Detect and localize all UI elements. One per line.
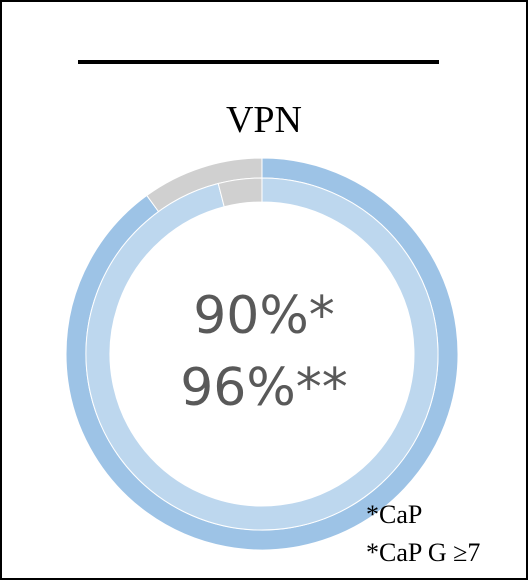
ring-2-slice-2	[217, 177, 263, 208]
chart-title: VPN	[225, 99, 303, 141]
center-label-secondary: 96%**	[180, 358, 348, 418]
footnote-1: *CaP	[366, 500, 423, 529]
footnote-2: *CaP G ≥7	[366, 538, 481, 567]
center-label-primary: 90%*	[193, 286, 335, 346]
ring-2-slice-1	[85, 177, 439, 531]
title-rule	[78, 60, 439, 64]
ring-1-slice-1	[65, 157, 459, 551]
